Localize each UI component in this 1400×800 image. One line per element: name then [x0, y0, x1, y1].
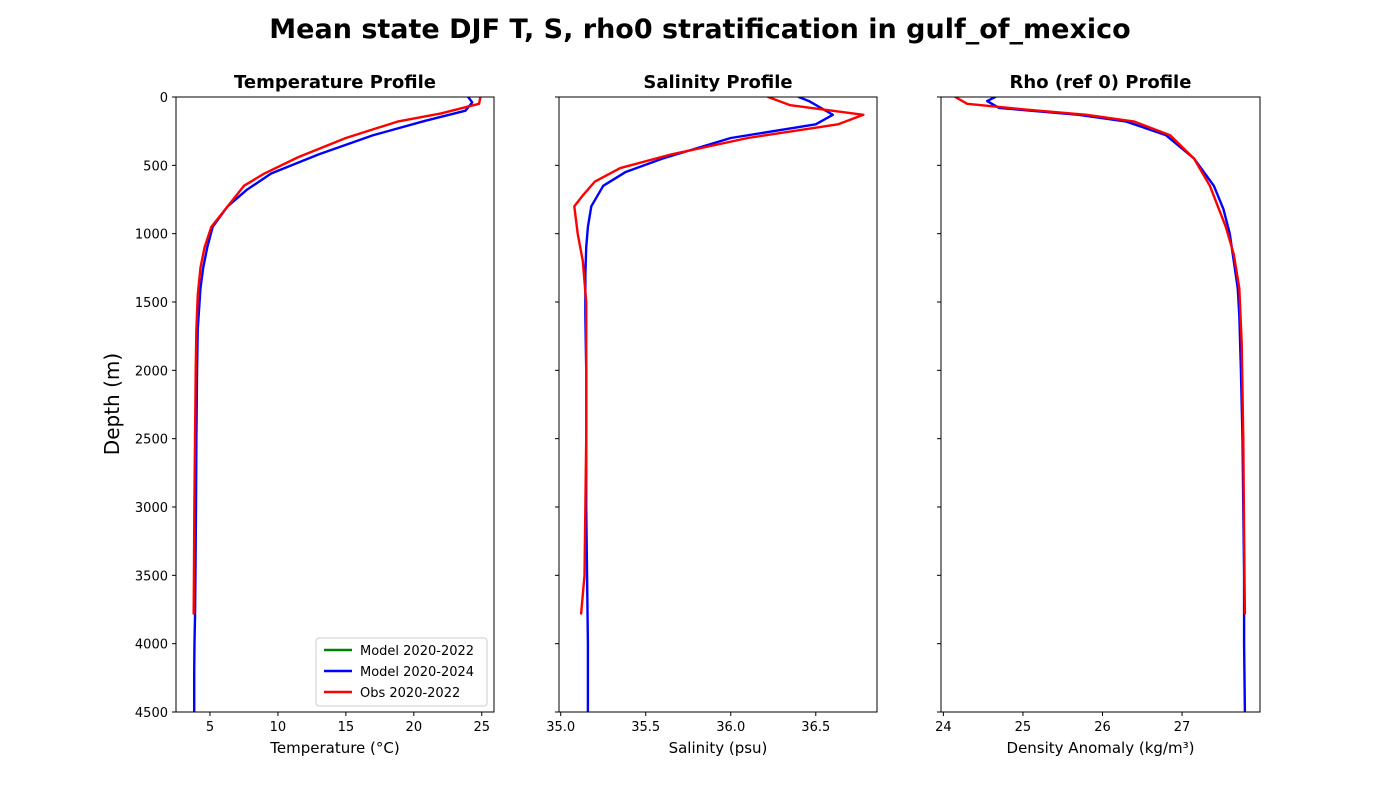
y-tick-label: 2000 — [135, 364, 168, 379]
panel-title: Temperature Profile — [234, 72, 436, 93]
x-tick-label: 36.0 — [716, 720, 745, 735]
legend: Model 2020-2022 Model 2020-2024 Obs 2020-2… — [315, 637, 488, 707]
x-tick-label: 24 — [935, 720, 952, 735]
plot-frame — [940, 96, 1261, 713]
y-tick-label: 0 — [160, 91, 168, 106]
x-axis-label: Temperature (°C) — [269, 739, 399, 757]
y-tick-label: 1500 — [135, 296, 168, 311]
x-axis-label: Density Anomaly (kg/m³) — [1007, 739, 1195, 757]
x-tick-label: 36.5 — [801, 720, 830, 735]
panel-rho-ref-0-profile: Rho (ref 0) Profile 24 25 26 27 Density Anoma… — [935, 72, 1261, 757]
y-tick-label: 500 — [143, 159, 168, 174]
legend-label: Model 2020-2024 — [360, 665, 474, 680]
series-line-obs-2020-2022 — [573, 97, 865, 615]
y-tick-label: 4000 — [135, 638, 168, 653]
x-tick-label: 15 — [338, 720, 355, 735]
y-axis-label: Depth (m) — [100, 353, 124, 455]
plot-frame — [175, 96, 495, 713]
x-tick-label: 25 — [473, 720, 490, 735]
series-line-obs-2020-2022 — [192, 97, 482, 615]
panel-temperature-profile: Temperature Profile 5 10 15 20 25 Temperature … — [135, 72, 495, 757]
x-tick-label: 5 — [206, 720, 214, 735]
x-tick-label: 27 — [1174, 720, 1191, 735]
y-tick-label: 1000 — [135, 228, 168, 243]
x-tick-label: 26 — [1094, 720, 1111, 735]
x-tick-label: 20 — [406, 720, 423, 735]
figure-title: Mean state DJF T, S, rho0 stratification… — [269, 14, 1130, 45]
panel-title: Rho (ref 0) Profile — [1010, 72, 1192, 93]
y-tick-label: 4500 — [135, 706, 168, 721]
x-tick-label: 25 — [1015, 720, 1032, 735]
y-tick-label: 3000 — [135, 501, 168, 516]
x-tick-label: 35.0 — [546, 720, 575, 735]
panel-title: Salinity Profile — [643, 72, 792, 93]
x-axis-label: Salinity (psu) — [669, 739, 768, 757]
x-tick-label: 35.5 — [631, 720, 660, 735]
panels: Temperature Profile 5 10 15 20 25 Temperature … — [135, 72, 1261, 757]
legend-label: Model 2020-2022 — [360, 644, 474, 659]
panel-salinity-profile: Salinity Profile 35.0 35.5 36.0 36.5 Salinity… — [546, 72, 878, 757]
legend-label: Obs 2020-2022 — [360, 686, 460, 701]
series-line-obs-2020-2022 — [954, 97, 1247, 615]
x-tick-label: 10 — [270, 720, 287, 735]
y-tick-label: 2500 — [135, 433, 168, 448]
legend-box — [315, 637, 488, 707]
y-tick-label: 3500 — [135, 569, 168, 584]
plot-frame — [558, 96, 878, 713]
series-line-model-2020-2024 — [193, 97, 474, 712]
